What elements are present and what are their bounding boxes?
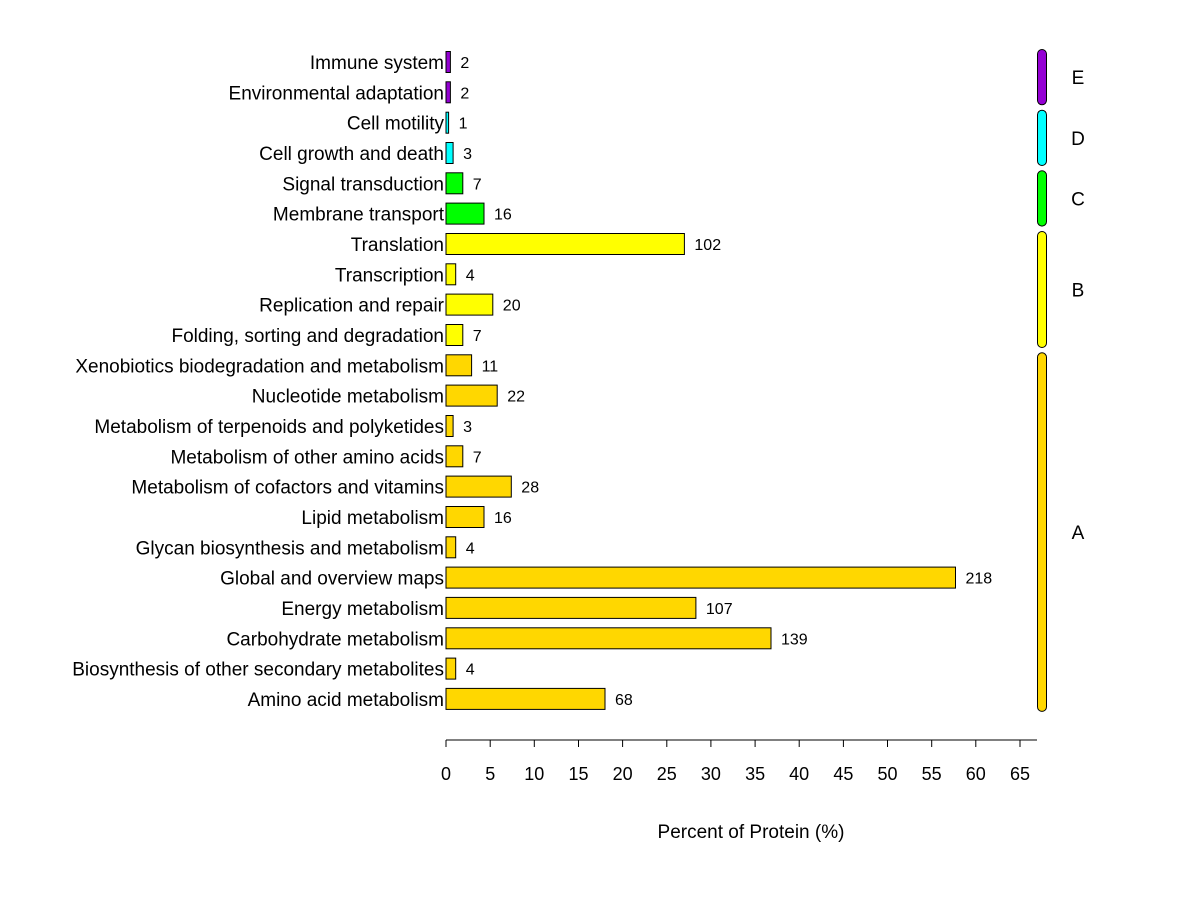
category-label: Environmental adaptation <box>229 83 444 104</box>
count-label: 7 <box>473 449 482 466</box>
count-label: 20 <box>503 298 521 315</box>
count-label: 22 <box>507 389 525 406</box>
count-label: 4 <box>466 540 475 557</box>
x-tick-label: 60 <box>966 764 986 784</box>
x-tick-label: 50 <box>877 764 897 784</box>
group-bracket <box>1037 170 1047 227</box>
count-label: 139 <box>781 631 808 648</box>
x-tick-label: 30 <box>701 764 721 784</box>
group-bracket <box>1037 109 1047 166</box>
bar <box>445 202 485 225</box>
x-tick-label: 10 <box>524 764 544 784</box>
group-brackets-layer: E D C B A <box>1037 49 1085 712</box>
bar <box>445 111 450 134</box>
bar <box>445 172 464 195</box>
category-label: Immune system <box>310 53 444 74</box>
category-labels-layer: Immune system Environmental adaptation Cel… <box>72 53 444 711</box>
x-tick-label: 45 <box>833 764 853 784</box>
category-label: Folding, sorting and degradation <box>171 326 444 347</box>
category-label: Lipid metabolism <box>301 508 444 529</box>
count-label: 28 <box>521 480 539 497</box>
category-label: Translation <box>351 235 444 256</box>
count-label: 102 <box>694 237 721 254</box>
count-label: 7 <box>473 328 482 345</box>
category-label: Transcription <box>335 265 444 286</box>
count-label: 1 <box>459 116 468 133</box>
count-label: 7 <box>473 176 482 193</box>
bar <box>445 687 606 710</box>
count-label: 11 <box>482 358 499 375</box>
category-label: Nucleotide metabolism <box>252 387 444 408</box>
group-label: B <box>1072 281 1085 302</box>
count-label: 218 <box>966 571 993 588</box>
x-tick-label: 65 <box>1010 764 1030 784</box>
category-label: Cell growth and death <box>259 144 444 165</box>
bar <box>445 384 498 407</box>
x-tick-label: 25 <box>657 764 677 784</box>
count-label: 68 <box>615 692 633 709</box>
group-label: A <box>1072 523 1085 544</box>
bar <box>445 263 457 286</box>
group-label: E <box>1072 68 1085 89</box>
bar <box>445 596 697 619</box>
x-tick-label: 55 <box>922 764 942 784</box>
count-label: 3 <box>463 419 472 436</box>
bar <box>445 324 464 346</box>
category-label: Energy metabolism <box>281 599 444 620</box>
bar <box>445 566 956 589</box>
count-label: 3 <box>463 146 472 163</box>
x-tick-label: 15 <box>568 764 588 784</box>
category-label: Carbohydrate metabolism <box>226 629 444 650</box>
count-label: 2 <box>460 55 469 72</box>
x-tick-label: 40 <box>789 764 809 784</box>
category-label: Metabolism of terpenoids and polyketides <box>94 417 444 438</box>
bar <box>445 506 485 528</box>
x-axis-title: Percent of Protein (%) <box>658 822 845 843</box>
bar <box>445 536 457 559</box>
bar <box>445 81 451 104</box>
category-label: Membrane transport <box>273 205 445 226</box>
count-label: 16 <box>494 207 512 224</box>
group-bracket <box>1037 49 1047 106</box>
category-label: Replication and repair <box>259 296 445 317</box>
category-label: Global and overview maps <box>220 569 444 590</box>
bar <box>445 415 454 437</box>
bars-layer <box>445 51 956 710</box>
bar <box>445 293 494 316</box>
count-label: 16 <box>494 510 512 527</box>
category-label: Biosynthesis of other secondary metaboli… <box>72 660 444 681</box>
count-label: 107 <box>706 601 733 618</box>
bar <box>445 354 473 377</box>
category-label: Amino acid metabolism <box>248 690 444 711</box>
category-label: Metabolism of cofactors and vitamins <box>131 478 444 499</box>
group-label: D <box>1071 129 1085 150</box>
group-bracket <box>1037 231 1047 348</box>
count-label: 4 <box>466 267 475 284</box>
bar <box>445 657 457 680</box>
x-tick-label: 20 <box>613 764 633 784</box>
category-label: Signal transduction <box>282 174 444 195</box>
category-label: Glycan biosynthesis and metabolism <box>136 538 444 559</box>
group-bracket <box>1037 352 1047 712</box>
bar <box>445 233 685 255</box>
x-tick-label: 0 <box>441 764 451 784</box>
x-tick-label: 35 <box>745 764 765 784</box>
bar <box>445 627 772 650</box>
bar <box>445 142 454 164</box>
x-tick-label: 5 <box>485 764 495 784</box>
bar <box>445 475 512 498</box>
bar <box>445 445 464 468</box>
x-axis: 0 5 10 15 20 25 30 35 40 45 50 55 60 65 <box>441 739 1037 784</box>
count-label: 4 <box>466 662 475 679</box>
category-label: Xenobiotics biodegradation and metabolis… <box>75 356 444 377</box>
group-label: C <box>1071 190 1085 211</box>
count-label: 2 <box>460 85 469 102</box>
category-label: Metabolism of other amino acids <box>170 447 444 468</box>
bar <box>445 51 451 73</box>
category-label: Cell motility <box>347 114 445 135</box>
